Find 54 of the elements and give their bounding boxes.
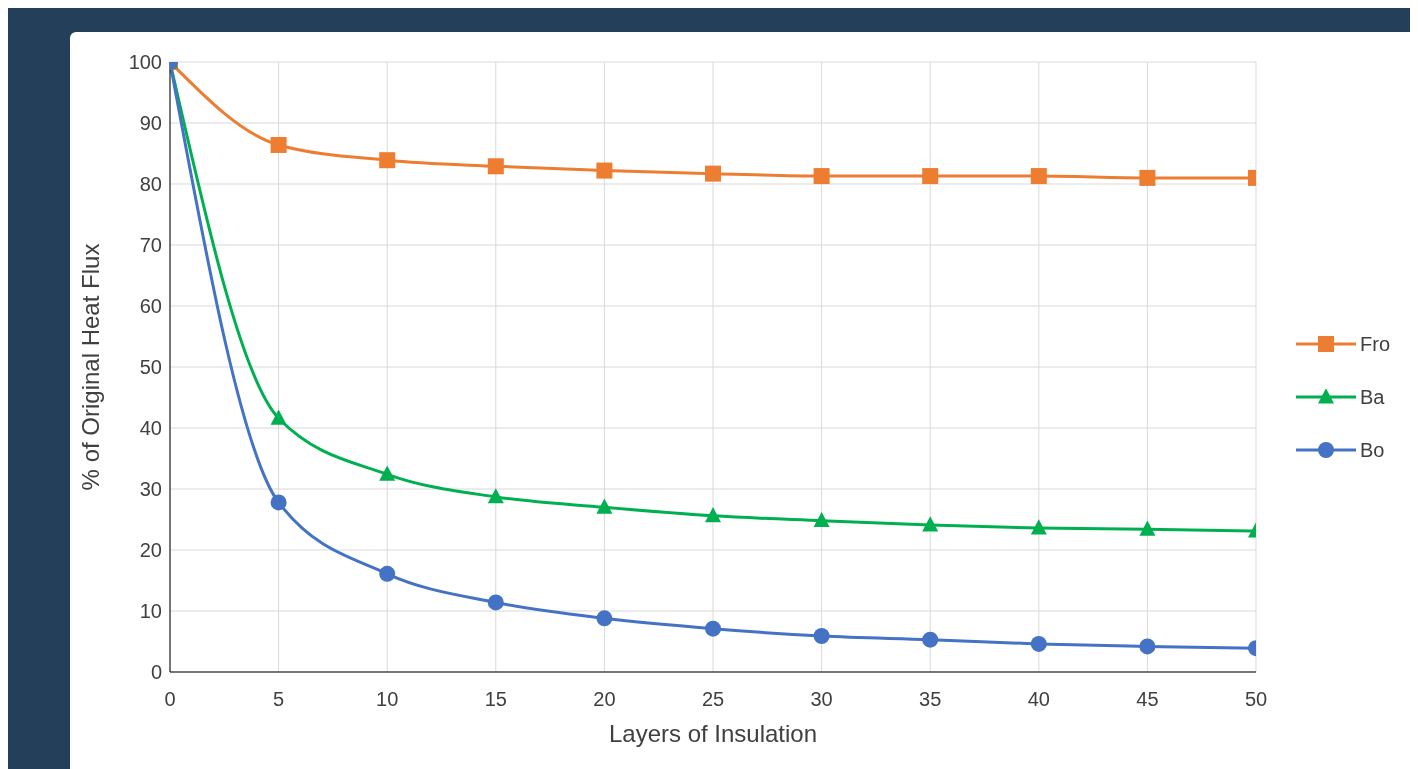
x-tick-label: 0 [164, 688, 176, 711]
y-tick-label: 80 [139, 173, 162, 196]
point [1030, 168, 1047, 185]
y-tick-label: 20 [139, 539, 162, 562]
y-tick-label: 10 [139, 600, 162, 623]
point [379, 465, 396, 481]
point [1139, 169, 1156, 186]
point [487, 594, 504, 611]
legend-label: Fro [1360, 332, 1390, 356]
point [1139, 520, 1156, 536]
x-tick-label: 45 [1136, 688, 1159, 711]
y-tick-label: 90 [139, 112, 162, 135]
y-tick-label: 60 [139, 295, 162, 318]
point [270, 494, 287, 511]
point [596, 610, 613, 627]
point [813, 168, 830, 185]
y-tick-label: 40 [139, 417, 162, 440]
point [813, 511, 830, 528]
x-tick-label: 10 [376, 688, 399, 711]
x-axis-title: Layers of Insulation [608, 720, 818, 747]
y-tick-label: 0 [150, 661, 162, 684]
point [705, 165, 721, 182]
legend-label: Bo [1360, 438, 1385, 462]
point [379, 565, 396, 582]
point [1030, 635, 1047, 652]
x-tick-label: 15 [484, 688, 507, 711]
point [922, 516, 939, 532]
y-axis-title: % of Original Heat Flux [76, 243, 104, 491]
point [487, 488, 504, 504]
point [922, 168, 939, 185]
legend-label: Ba [1360, 385, 1385, 409]
point [487, 158, 504, 175]
point [1139, 638, 1156, 655]
y-tick-label: 30 [139, 478, 162, 501]
point [922, 631, 939, 648]
point [379, 152, 396, 169]
x-tick-label: 40 [1027, 688, 1050, 711]
x-tick-label: 35 [919, 688, 942, 711]
x-tick-label: 50 [1244, 688, 1268, 711]
x-tick-label: 25 [701, 688, 725, 711]
y-tick-label: 50 [139, 356, 162, 379]
x-tick-label: 20 [593, 688, 616, 711]
point [705, 620, 721, 637]
point [270, 409, 287, 425]
point [813, 628, 830, 645]
point [596, 498, 613, 514]
x-tick-label: 5 [273, 688, 285, 711]
point [1030, 519, 1047, 535]
point [270, 136, 287, 153]
x-tick-label: 30 [810, 688, 833, 711]
y-tick-label: 100 [128, 51, 162, 74]
y-tick-label: 70 [139, 234, 162, 257]
point [705, 507, 721, 523]
point [596, 162, 613, 179]
